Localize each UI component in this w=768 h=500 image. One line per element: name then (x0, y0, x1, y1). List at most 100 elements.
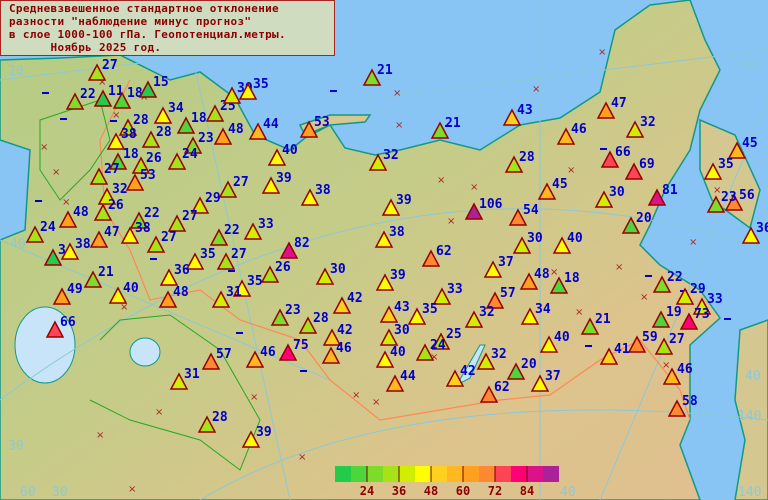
legend-swatch (543, 466, 559, 482)
station-value: 39 (256, 425, 272, 440)
station-marker: 21 (83, 265, 114, 288)
station-value: 47 (104, 225, 120, 240)
station-triangle-icon (580, 317, 600, 335)
station-value: 69 (639, 157, 655, 172)
station-marker: 26 (93, 198, 124, 221)
station-triangle-icon (298, 316, 318, 334)
graticule-label: 40 (745, 369, 761, 384)
station-marker: 20 (506, 357, 537, 380)
missing-data-x-icon: × (120, 302, 128, 313)
station-value: 28 (519, 150, 535, 165)
station-value: 33 (258, 217, 274, 232)
station-marker: 73 (679, 307, 710, 330)
station-value: 48 (228, 122, 244, 137)
station-value: 3 (58, 243, 66, 258)
station-triangle-icon (374, 230, 394, 248)
station-value: 23 (285, 303, 301, 318)
station-value: 106 (479, 197, 503, 212)
station-marker: 41 (599, 342, 630, 365)
station-triangle-icon (45, 320, 65, 338)
station-value: 56 (739, 188, 755, 203)
graticule-label: 140 (738, 409, 761, 424)
station-triangle-icon (530, 374, 550, 392)
station-value: 62 (494, 380, 510, 395)
station-triangle-icon (52, 287, 72, 305)
legend-tick-label: 48 (424, 484, 438, 498)
graticule-label: 140 (738, 485, 761, 500)
station-value: 59 (642, 330, 658, 345)
station-marker: 30 (594, 185, 625, 208)
graticule-label: 40 (10, 237, 26, 252)
graticule-label: 20 (8, 64, 24, 79)
station-marker: 22 (65, 87, 96, 110)
station-marker: 40 (267, 143, 298, 166)
station-marker: 40 (539, 330, 570, 353)
station-marker: 11 (93, 84, 124, 107)
station-triangle-icon (594, 190, 614, 208)
station-triangle-icon (169, 372, 189, 390)
station-value: 35 (247, 274, 263, 289)
station-marker: 26 (260, 260, 291, 283)
station-marker: 38 (106, 127, 137, 150)
station-marker: 40 (108, 281, 139, 304)
station-value: 22 (80, 87, 96, 102)
station-value: 26 (108, 198, 124, 213)
station-marker: 48 (213, 122, 244, 145)
station-value: 40 (282, 143, 298, 158)
station-triangle-icon (625, 120, 645, 138)
station-value: 38 (315, 183, 331, 198)
station-marker: 35 (703, 157, 734, 180)
station-triangle-icon (25, 225, 45, 243)
station-marker: 38 (60, 237, 91, 260)
station-triangle-icon (431, 332, 451, 350)
station-marker: 25 (431, 327, 462, 350)
station-value: 30 (609, 185, 625, 200)
station-triangle-icon (159, 268, 179, 286)
station-value: 38 (389, 225, 405, 240)
station-marker: 27 (146, 230, 177, 253)
station-triangle-icon (506, 362, 526, 380)
station-triangle-icon (211, 290, 231, 308)
graticule-label: 30 (52, 485, 68, 500)
station-value: 38 (135, 221, 151, 236)
station-marker: 43 (502, 103, 533, 126)
station-marker: 33 (692, 292, 723, 315)
station-triangle-icon (243, 222, 263, 240)
station-value: 81 (662, 183, 678, 198)
station-value: 22 (667, 270, 683, 285)
station-triangle-icon (167, 152, 187, 170)
station-marker: 24 (25, 220, 56, 243)
station-value: 29 (690, 282, 706, 297)
station-value: 33 (707, 292, 723, 307)
grid-labels: 20 40 30 180 40 140 60 30 40 140 (8, 59, 761, 500)
color-legend: 24 36 48 60 72 84 (335, 466, 559, 498)
station-value: 27 (669, 332, 685, 347)
country-border (99, 79, 691, 421)
station-value: 27 (231, 247, 247, 262)
station-triangle-icon (112, 91, 132, 109)
station-triangle-icon (430, 121, 450, 139)
station-marker: 28 (118, 113, 149, 136)
station-triangle-icon (232, 279, 252, 297)
station-triangle-icon (692, 297, 712, 315)
station-value: 43 (517, 103, 533, 118)
station-marker: 21 (430, 116, 461, 139)
station-value: 27 (102, 58, 118, 73)
station-value: 22 (224, 223, 240, 238)
legend-swatch (415, 466, 431, 482)
legend-swatch (495, 466, 511, 482)
station-triangle-icon (502, 108, 522, 126)
station-triangle-icon (379, 305, 399, 323)
station-marker: 22 (209, 223, 240, 246)
station-marker: 66 (600, 145, 631, 168)
station-value: 32 (640, 115, 656, 130)
station-triangle-icon (321, 346, 341, 364)
missing-data-x-icon: × (662, 360, 670, 371)
station-triangle-icon (58, 210, 78, 228)
station-triangle-icon (238, 82, 258, 100)
station-triangle-icon (600, 150, 620, 168)
station-marker: 42 (332, 291, 363, 314)
station-triangle-icon (485, 291, 505, 309)
station-marker: 44 (385, 369, 416, 392)
no-data-dash-icon (600, 148, 607, 150)
